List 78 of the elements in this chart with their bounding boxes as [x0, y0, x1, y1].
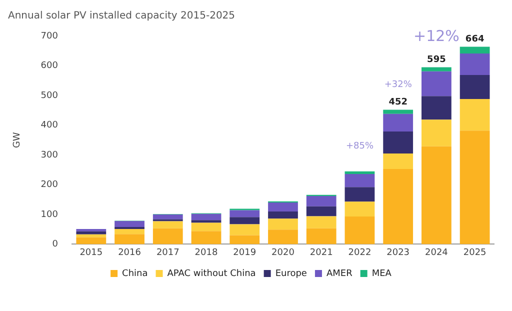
bar	[230, 217, 260, 224]
bar	[76, 231, 106, 234]
y-axis-title: GW	[12, 132, 23, 148]
bar	[191, 222, 222, 232]
legend-label: China	[122, 268, 148, 279]
bar	[344, 202, 375, 217]
bar	[383, 131, 414, 154]
bar	[152, 221, 183, 228]
y-tick-label: 500	[40, 90, 58, 101]
bar	[422, 71, 452, 96]
y-tick-label: 700	[40, 31, 58, 42]
legend-label: APAC without China	[167, 268, 256, 279]
legend-label: AMER	[326, 268, 352, 279]
legend-label: Europe	[275, 268, 308, 279]
x-tick-label: 2023	[386, 248, 410, 258]
bar	[152, 228, 183, 244]
total-label: 595	[427, 55, 446, 66]
bar	[460, 99, 490, 131]
x-tick-label: 2016	[118, 248, 142, 258]
bar	[114, 226, 144, 230]
annotation: +85%	[346, 142, 374, 152]
bar	[306, 216, 336, 228]
x-tick-label: 2024	[425, 248, 448, 258]
bar	[383, 168, 414, 244]
bar	[460, 130, 490, 244]
bar	[344, 216, 375, 244]
bar	[268, 202, 298, 212]
bar	[460, 54, 490, 75]
bar	[383, 114, 414, 132]
bar	[114, 221, 144, 227]
total-label: 664	[465, 34, 484, 45]
bar	[422, 146, 452, 244]
x-tick-label: 2020	[272, 248, 295, 258]
bar	[383, 110, 414, 114]
bar	[422, 67, 452, 72]
bar	[191, 231, 222, 244]
x-tick-label: 2017	[156, 248, 180, 258]
total-label: 452	[388, 98, 408, 108]
y-tick-label: 600	[40, 61, 58, 72]
bar	[460, 46, 490, 54]
bar	[268, 211, 298, 219]
x-tick-label: 2018	[194, 248, 218, 258]
y-tick-label: 100	[40, 210, 58, 220]
bar	[76, 237, 106, 244]
bar	[268, 218, 298, 230]
x-tick-label: 2021	[310, 248, 333, 258]
bar	[422, 96, 452, 120]
bar	[306, 196, 336, 206]
legend-label: MEA	[372, 268, 392, 279]
x-tick-label: 2025	[463, 248, 486, 258]
bar	[383, 153, 414, 169]
y-tick-label: 0	[52, 240, 58, 250]
bar	[230, 235, 260, 244]
bar	[76, 234, 106, 238]
y-tick-label: 400	[40, 120, 58, 131]
bar	[152, 214, 183, 220]
bar	[191, 214, 222, 220]
y-tick-label: 200	[40, 180, 58, 190]
chart-title: Annual solar PV installed capacity 2015-2025	[8, 10, 236, 22]
bar	[344, 187, 375, 202]
bar	[460, 74, 490, 100]
bar	[422, 120, 452, 146]
y-tick-label: 300	[40, 150, 58, 160]
annotation: +12%	[413, 27, 460, 46]
bar	[344, 174, 375, 188]
bar	[191, 220, 222, 223]
bar	[306, 228, 336, 244]
bar	[114, 234, 144, 244]
bar	[230, 224, 260, 236]
bar	[306, 206, 336, 216]
x-tick-label: 2015	[80, 248, 103, 258]
bar	[230, 210, 260, 218]
bar	[344, 171, 375, 174]
x-tick-label: 2022	[348, 248, 372, 258]
x-tick-label: 2019	[233, 248, 256, 258]
bar	[114, 229, 144, 234]
annotation: +32%	[384, 80, 412, 90]
bar	[268, 230, 298, 244]
